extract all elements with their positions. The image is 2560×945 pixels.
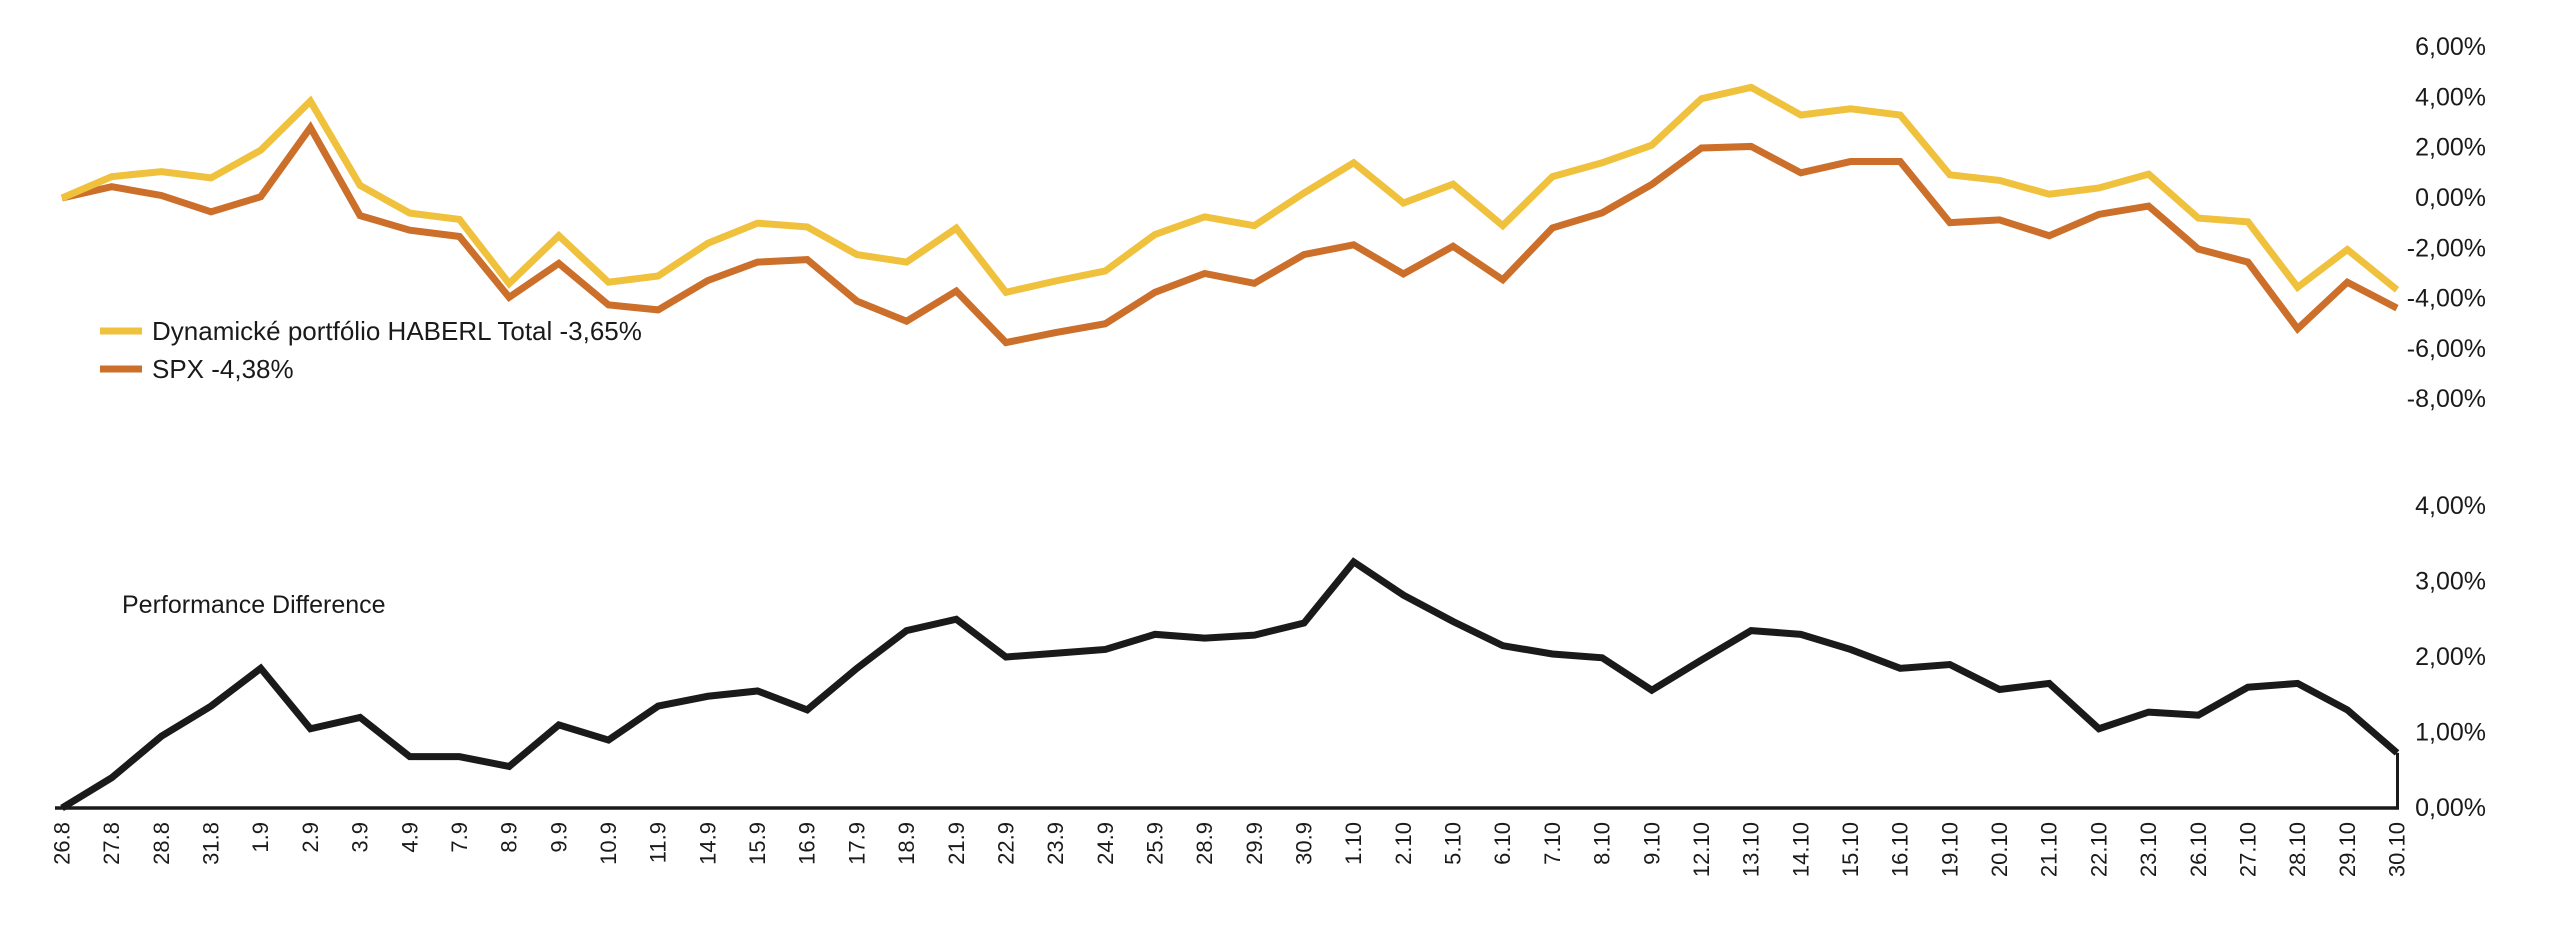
x-tick-label: 12.10 [1689, 822, 1714, 877]
top-y-tick-label: -8,00% [2407, 385, 2486, 413]
bottom-y-tick-label: 4,00% [2415, 492, 2486, 520]
x-tick-label: 2.10 [1391, 822, 1416, 865]
x-tick-label: 31.8 [199, 822, 224, 865]
x-tick-label: 29.10 [2335, 822, 2360, 877]
top-series-line-1 [61, 121, 2399, 347]
x-tick-label: 8.10 [1590, 822, 1615, 865]
x-tick-label: 28.9 [1192, 822, 1217, 865]
legend-label-spx: SPX -4,38% [152, 354, 294, 384]
x-tick-label: 13.10 [1739, 822, 1764, 877]
bottom-y-tick-label: 3,00% [2415, 568, 2486, 596]
x-tick-label: 26.10 [2186, 822, 2211, 877]
bottom-chart-title: Performance Difference [122, 591, 386, 619]
x-tick-label: 18.9 [894, 822, 919, 865]
x-axis-labels: 26.8 27.8 28.8 31.8 1.9 2.9 3.9 4.9 7.9 8.9 9.9 10.… [50, 822, 2410, 877]
x-tick-label: 24.9 [1093, 822, 1118, 865]
x-tick-label: 1.9 [248, 822, 273, 853]
x-tick-label: 20.10 [1987, 822, 2012, 877]
bottom-y-tick-label: 2,00% [2415, 643, 2486, 671]
x-tick-label: 28.10 [2285, 822, 2310, 877]
top-y-tick-label: -4,00% [2407, 285, 2486, 313]
x-tick-label: 21.10 [2037, 822, 2062, 877]
top-y-tick-label: -2,00% [2407, 234, 2486, 262]
x-tick-label: 9.10 [1639, 822, 1664, 865]
x-tick-label: 9.9 [546, 822, 571, 853]
top-chart-lines [60, 83, 2400, 347]
top-y-tick-label: 0,00% [2415, 184, 2486, 212]
bottom-y-tick-label: 1,00% [2415, 719, 2486, 747]
x-tick-label: 14.10 [1788, 822, 1813, 877]
legend: Dynamické portfólio HABERL Total -3,65% … [100, 316, 642, 384]
x-tick-label: 23.10 [2136, 822, 2161, 877]
bottom-y-tick-label: 0,00% [2415, 794, 2486, 822]
x-tick-label: 6.10 [1490, 822, 1515, 865]
top-y-tick-label: 6,00% [2415, 33, 2486, 61]
x-tick-label: 14.9 [695, 822, 720, 865]
x-tick-label: 15.9 [745, 822, 770, 865]
x-tick-label: 28.8 [149, 822, 174, 865]
x-tick-label: 7.10 [1540, 822, 1565, 865]
top-chart: 6,00% 4,00% 2,00% 0,00% -2,00% -4,00% -6,00% -8… [60, 33, 2486, 413]
x-tick-label: 1.10 [1341, 822, 1366, 865]
x-tick-label: 21.9 [944, 822, 969, 865]
bottom-y-axis-labels: 4,00% 3,00% 2,00% 1,00% 0,00% [2415, 492, 2486, 822]
x-tick-label: 2.9 [298, 822, 323, 853]
x-tick-label: 7.9 [447, 822, 472, 853]
x-tick-label: 10.9 [596, 822, 621, 865]
diff-line-0 [60, 557, 2400, 811]
legend-label-portfolio: Dynamické portfólio HABERL Total -3,65% [152, 316, 642, 346]
x-tick-label: 16.10 [1888, 822, 1913, 877]
x-tick-label: 19.10 [1937, 822, 1962, 877]
bottom-chart: Performance Difference 4,00% 3,00% 2,00% 1,… [50, 492, 2487, 877]
top-y-axis-labels: 6,00% 4,00% 2,00% 0,00% -2,00% -4,00% -6,00% -8… [2407, 33, 2486, 413]
x-tick-label: 26.8 [50, 822, 75, 865]
x-tick-label: 4.9 [397, 822, 422, 853]
x-tick-label: 16.9 [795, 822, 820, 865]
x-tick-label: 27.8 [99, 822, 124, 865]
x-tick-label: 22.10 [2086, 822, 2111, 877]
x-tick-label: 27.10 [2235, 822, 2260, 877]
x-tick-label: 8.9 [497, 822, 522, 853]
top-y-tick-label: -6,00% [2407, 335, 2486, 363]
x-tick-label: 5.10 [1441, 822, 1466, 865]
x-tick-label: 29.9 [1242, 822, 1267, 865]
top-y-tick-label: 2,00% [2415, 134, 2486, 162]
x-tick-label: 23.9 [1043, 822, 1068, 865]
x-tick-label: 17.9 [844, 822, 869, 865]
x-tick-label: 15.10 [1838, 822, 1863, 877]
bottom-chart-line [60, 557, 2400, 811]
x-tick-label: 22.9 [993, 822, 1018, 865]
x-tick-label: 3.9 [348, 822, 373, 853]
x-tick-label: 11.9 [646, 822, 671, 863]
top-series-line-0 [60, 83, 2400, 297]
x-tick-label: 25.9 [1142, 822, 1167, 865]
top-y-tick-label: 4,00% [2415, 83, 2486, 111]
x-tick-label: 30.10 [2385, 822, 2410, 877]
x-tick-label: 30.9 [1292, 822, 1317, 865]
